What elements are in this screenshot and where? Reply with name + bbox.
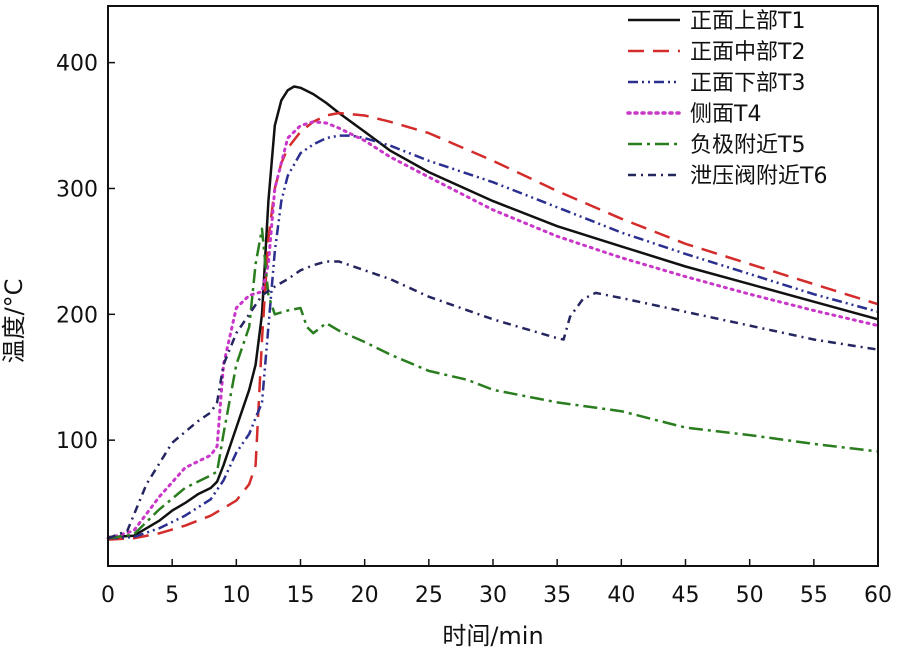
legend-label: 负极附近T5 xyxy=(690,133,805,158)
series-layer xyxy=(106,85,880,541)
x-tick-label: 35 xyxy=(543,583,571,608)
y-tick-label: 400 xyxy=(56,52,98,77)
y-axis-title: 温度/°C xyxy=(0,279,28,364)
legend-label: 正面中部T2 xyxy=(690,40,805,65)
y-tick-label: 100 xyxy=(56,429,98,454)
x-tick-label: 5 xyxy=(165,583,179,608)
x-tick-label: 15 xyxy=(287,583,315,608)
x-tick-label: 55 xyxy=(800,583,828,608)
x-tick-label: 0 xyxy=(101,583,115,608)
y-tick-label: 200 xyxy=(56,303,98,328)
legend: 正面上部T1 正面中部T2 正面下部T3 侧面T4 负极附近T5 泄压阀附近T6 xyxy=(626,9,827,189)
x-tick-label: 20 xyxy=(351,583,379,608)
series-line-1 xyxy=(107,85,879,539)
x-tick-label: 30 xyxy=(479,583,507,608)
legend-label: 泄压阀附近T6 xyxy=(690,164,827,189)
ticks-layer: 0 5 10 15 20 25 30 35 40 45 50 55 60 100 200 300 400 xyxy=(56,52,892,608)
x-axis-title: 时间/min xyxy=(442,622,543,650)
x-tick-label: 50 xyxy=(736,583,764,608)
series-line-6 xyxy=(107,260,879,540)
legend-label: 正面下部T3 xyxy=(690,71,805,96)
x-tick-label: 40 xyxy=(607,583,635,608)
series-line-4 xyxy=(106,120,880,540)
x-tick-label: 45 xyxy=(672,583,700,608)
series-line-5 xyxy=(107,227,879,540)
x-tick-label: 25 xyxy=(415,583,443,608)
x-tick-label: 10 xyxy=(222,583,250,608)
legend-label: 侧面T4 xyxy=(690,102,761,127)
y-tick-label: 300 xyxy=(56,177,98,202)
x-tick-label: 60 xyxy=(864,583,892,608)
series-line-3 xyxy=(107,134,879,540)
series-line-2 xyxy=(107,111,879,541)
legend-label: 正面上部T1 xyxy=(690,9,805,34)
